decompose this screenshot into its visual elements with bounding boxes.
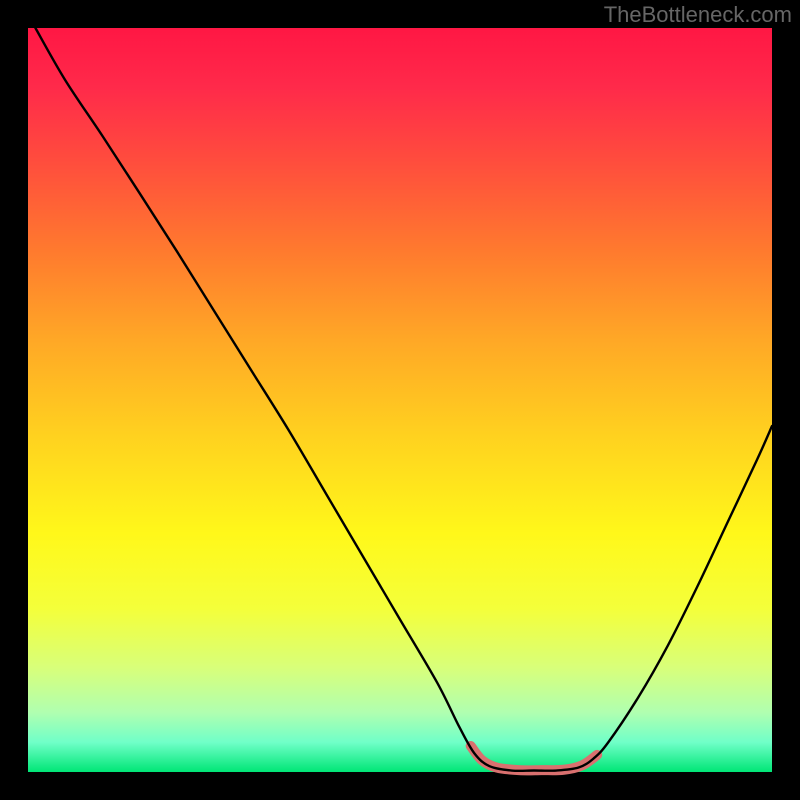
chart-container: TheBottleneck.com <box>0 0 800 800</box>
watermark-text: TheBottleneck.com <box>604 2 792 28</box>
bottleneck-chart <box>0 0 800 800</box>
